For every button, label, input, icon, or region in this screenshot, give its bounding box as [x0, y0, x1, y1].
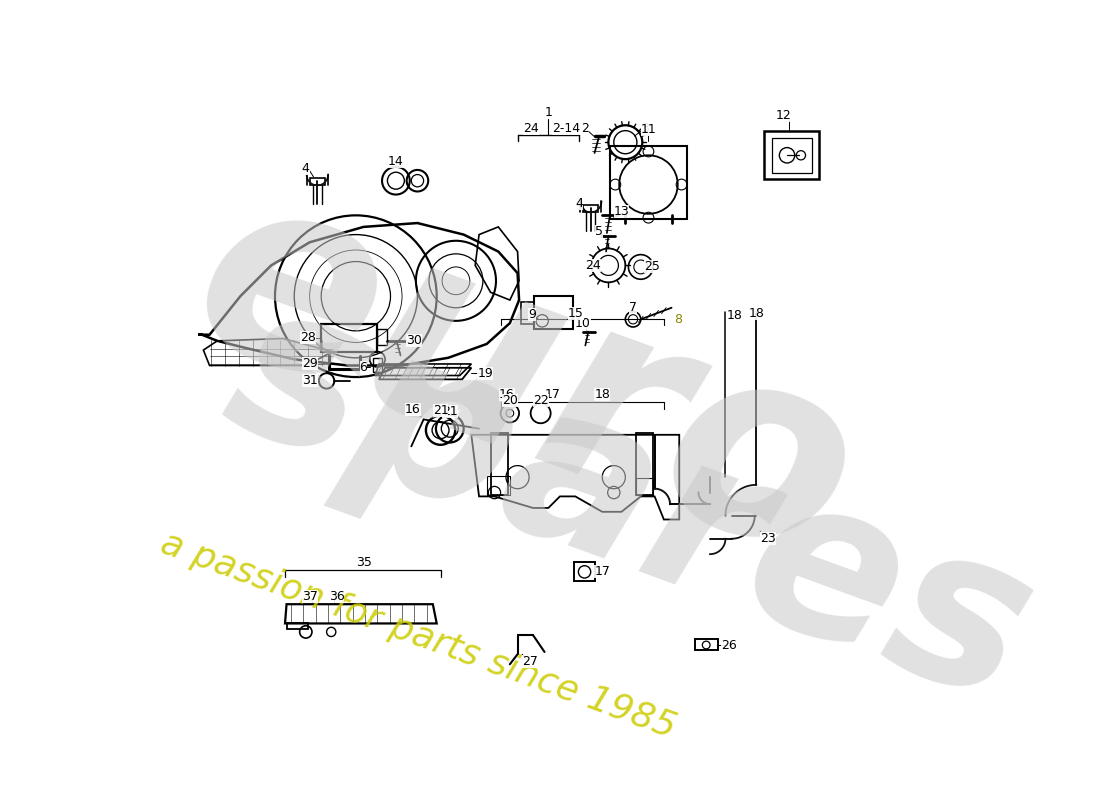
- Text: 17: 17: [594, 566, 610, 578]
- Text: 16: 16: [405, 403, 420, 416]
- Text: 2: 2: [582, 122, 590, 135]
- Text: 27: 27: [521, 655, 538, 669]
- Bar: [636, 478, 653, 495]
- Bar: [636, 434, 653, 495]
- Text: euro: euro: [163, 145, 889, 617]
- Text: 31: 31: [301, 374, 318, 387]
- Text: 10: 10: [575, 317, 591, 330]
- Bar: [574, 562, 595, 581]
- Bar: [520, 302, 535, 324]
- Bar: [772, 138, 812, 173]
- Text: 2-14: 2-14: [552, 122, 580, 135]
- Text: 1: 1: [544, 106, 552, 119]
- Text: 5: 5: [595, 225, 603, 238]
- Text: 9: 9: [528, 308, 536, 321]
- Text: 8: 8: [673, 313, 682, 326]
- Text: 24: 24: [522, 122, 539, 135]
- Text: 4: 4: [301, 162, 310, 175]
- Bar: [492, 434, 508, 495]
- Bar: [486, 476, 510, 495]
- Bar: [763, 131, 820, 179]
- Text: spares: spares: [202, 261, 1058, 747]
- Text: 21: 21: [432, 404, 449, 417]
- Text: 18: 18: [748, 306, 764, 320]
- Text: 22: 22: [532, 394, 549, 407]
- Text: 18: 18: [727, 309, 742, 322]
- Text: 37: 37: [301, 590, 318, 603]
- Text: 21: 21: [442, 405, 458, 418]
- Text: 4: 4: [575, 198, 583, 210]
- Bar: [583, 206, 598, 211]
- Text: 25: 25: [645, 261, 660, 274]
- Text: 29: 29: [301, 358, 318, 370]
- Text: 18: 18: [594, 388, 610, 402]
- Text: 3: 3: [640, 122, 649, 135]
- Text: 30: 30: [406, 334, 421, 347]
- Text: 11: 11: [640, 122, 657, 136]
- Text: 6: 6: [360, 361, 367, 374]
- Bar: [535, 296, 573, 329]
- Bar: [373, 358, 382, 372]
- Text: 20: 20: [502, 394, 518, 407]
- Text: 19: 19: [477, 366, 493, 380]
- Text: 17: 17: [544, 388, 561, 402]
- Bar: [310, 178, 326, 185]
- Bar: [609, 146, 686, 219]
- Text: 23: 23: [760, 532, 775, 546]
- Text: 13: 13: [614, 205, 629, 218]
- Text: 15: 15: [568, 306, 584, 320]
- Text: 24: 24: [585, 259, 601, 272]
- Bar: [376, 329, 387, 346]
- Text: 7: 7: [629, 302, 637, 314]
- Text: 26: 26: [722, 638, 737, 651]
- Bar: [695, 639, 717, 650]
- Text: a passion for parts since 1985: a passion for parts since 1985: [156, 526, 680, 744]
- Text: 28: 28: [300, 331, 316, 344]
- Text: 36: 36: [329, 590, 344, 603]
- Bar: [321, 324, 376, 352]
- Text: 35: 35: [355, 556, 372, 569]
- Text: 16: 16: [499, 388, 515, 402]
- Text: 12: 12: [776, 109, 791, 122]
- Bar: [286, 622, 308, 629]
- Text: 14: 14: [388, 155, 404, 168]
